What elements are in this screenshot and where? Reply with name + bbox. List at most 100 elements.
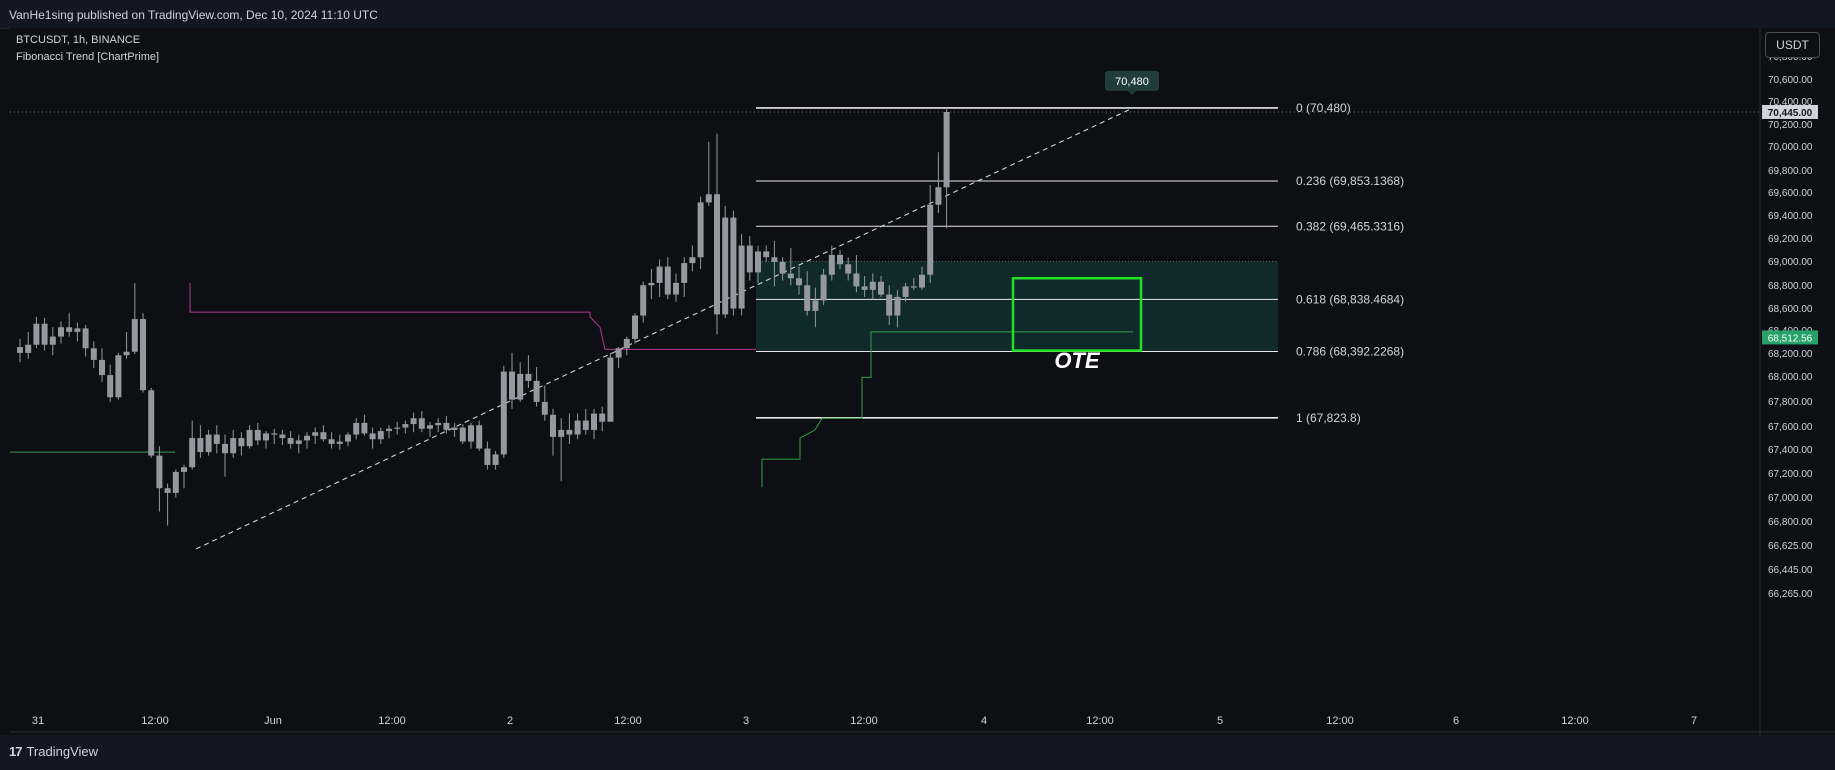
fib-anchor-line xyxy=(195,107,1134,550)
x-axis-tick-label: 12:00 xyxy=(378,715,406,727)
candle-body xyxy=(509,371,515,400)
x-axis-tick-label: 12:00 xyxy=(614,715,642,727)
candle-body xyxy=(738,245,745,309)
candle-body xyxy=(550,414,556,437)
y-axis-tick-label: 68,000.00 xyxy=(1768,372,1813,383)
y-axis-tick-label: 70,200.00 xyxy=(1768,120,1813,131)
candle-body xyxy=(525,373,532,381)
candle-body xyxy=(246,429,253,447)
candle-body xyxy=(869,281,876,290)
y-axis-tick-label: 66,625.00 xyxy=(1768,541,1813,552)
candle-body xyxy=(345,434,351,442)
y-axis-tick-label: 67,800.00 xyxy=(1768,397,1813,408)
candle-body xyxy=(90,348,97,360)
candle-body xyxy=(615,348,622,358)
price-chart[interactable]: 0 (70,480) 0.236 (69,853.1368) 0.382 (69,4… xyxy=(0,28,1835,735)
candle-body xyxy=(796,278,802,286)
candle-body xyxy=(927,204,934,275)
candle-body xyxy=(673,282,679,295)
candle-body xyxy=(17,347,23,353)
candle-body xyxy=(607,357,614,422)
y-axis-tick-label: 68,200.00 xyxy=(1768,349,1813,360)
candle-body xyxy=(919,274,925,288)
candle-body xyxy=(66,327,73,332)
candle-body xyxy=(697,202,704,258)
candle-body xyxy=(41,323,48,345)
fib-ote-zone xyxy=(756,261,1278,352)
fib-level-label: 0 (70,480) xyxy=(1296,101,1351,115)
candle-body xyxy=(377,431,384,440)
x-axis-tick-label: 12:00 xyxy=(850,715,878,727)
candle-body xyxy=(763,251,770,258)
candle-body xyxy=(500,371,507,455)
candle-body xyxy=(771,257,778,262)
candle-body xyxy=(861,286,868,290)
x-axis-tick-label: 12:00 xyxy=(141,715,169,727)
candle-body xyxy=(689,257,696,264)
footer: 17 TradingView xyxy=(0,735,1835,770)
candle-body xyxy=(623,338,630,349)
y-axis-tick-label: 70,400.00 xyxy=(1768,97,1813,108)
ote-label: OTE xyxy=(1054,348,1101,373)
candle-body xyxy=(681,263,688,283)
y-axis-tick-label: 68,800.00 xyxy=(1768,281,1813,292)
currency-button[interactable]: USDT xyxy=(1765,32,1820,58)
ote-highlight-box[interactable] xyxy=(1011,276,1143,352)
x-axis-tick-label: Jun xyxy=(264,715,282,727)
candle-body xyxy=(82,328,89,349)
candle-body xyxy=(295,440,302,444)
candle-body xyxy=(582,420,589,430)
candle-body xyxy=(148,390,155,456)
candle-body xyxy=(402,424,409,428)
tradingview-brand: TradingView xyxy=(26,744,99,759)
candle-body xyxy=(533,380,540,402)
x-axis-tick-label: 12:00 xyxy=(1326,715,1354,727)
y-axis-tick-label: 67,200.00 xyxy=(1768,469,1813,480)
candle-body xyxy=(328,439,335,444)
candle-body xyxy=(238,438,245,447)
candle-body xyxy=(320,432,327,440)
x-axis-tick-label: 5 xyxy=(1217,715,1223,727)
candle-body xyxy=(705,194,712,203)
candle-body xyxy=(164,488,171,493)
candle-body xyxy=(878,281,884,295)
y-axis-tick-label: 70,600.00 xyxy=(1768,75,1813,86)
candle-body xyxy=(222,443,228,454)
candle-body xyxy=(271,433,278,435)
candle-body xyxy=(787,273,794,279)
y-axis-tick-label: 70,000.00 xyxy=(1768,142,1813,153)
candle-body xyxy=(140,319,146,391)
high-price-tag-bg xyxy=(1105,70,1159,91)
candle-body xyxy=(33,323,40,345)
publish-info: VanHe1sing published on TradingView.com,… xyxy=(9,8,378,22)
y-axis-tick-label: 69,600.00 xyxy=(1768,188,1813,199)
fib-level-label: 0.236 (69,853.1368) xyxy=(1296,174,1404,188)
fib-level-label: 0.382 (69,465.3316) xyxy=(1296,219,1404,233)
candle-body xyxy=(254,429,261,441)
candle-body xyxy=(304,435,310,441)
candle-body xyxy=(197,438,204,453)
candle-body xyxy=(58,327,64,337)
indicator-legend: Fibonacci Trend [ChartPrime] xyxy=(16,51,160,63)
candle-body xyxy=(664,266,671,295)
y-axis-tick-label: 66,265.00 xyxy=(1768,589,1813,600)
candle-body xyxy=(361,422,368,434)
candle-body xyxy=(189,438,196,468)
candle-body xyxy=(74,328,81,332)
price-axis xyxy=(1760,28,1835,735)
candle-body xyxy=(123,351,130,356)
plot-area xyxy=(10,28,1760,732)
candle-body xyxy=(648,282,655,286)
y-axis-tick-label: 69,800.00 xyxy=(1768,166,1813,177)
candle-body xyxy=(779,261,786,274)
fib-level-label: 0.786 (68,392.2268) xyxy=(1296,344,1404,358)
candle-body xyxy=(336,441,343,444)
candle-body xyxy=(845,264,852,274)
candle-body xyxy=(263,433,269,441)
candle-body xyxy=(25,344,32,353)
y-axis-tick-label: 67,400.00 xyxy=(1768,445,1813,456)
last-price-tag-bg xyxy=(1762,330,1818,345)
trend-line-green-right xyxy=(761,331,1133,488)
candle-body xyxy=(886,294,893,316)
candle-body xyxy=(746,245,753,273)
